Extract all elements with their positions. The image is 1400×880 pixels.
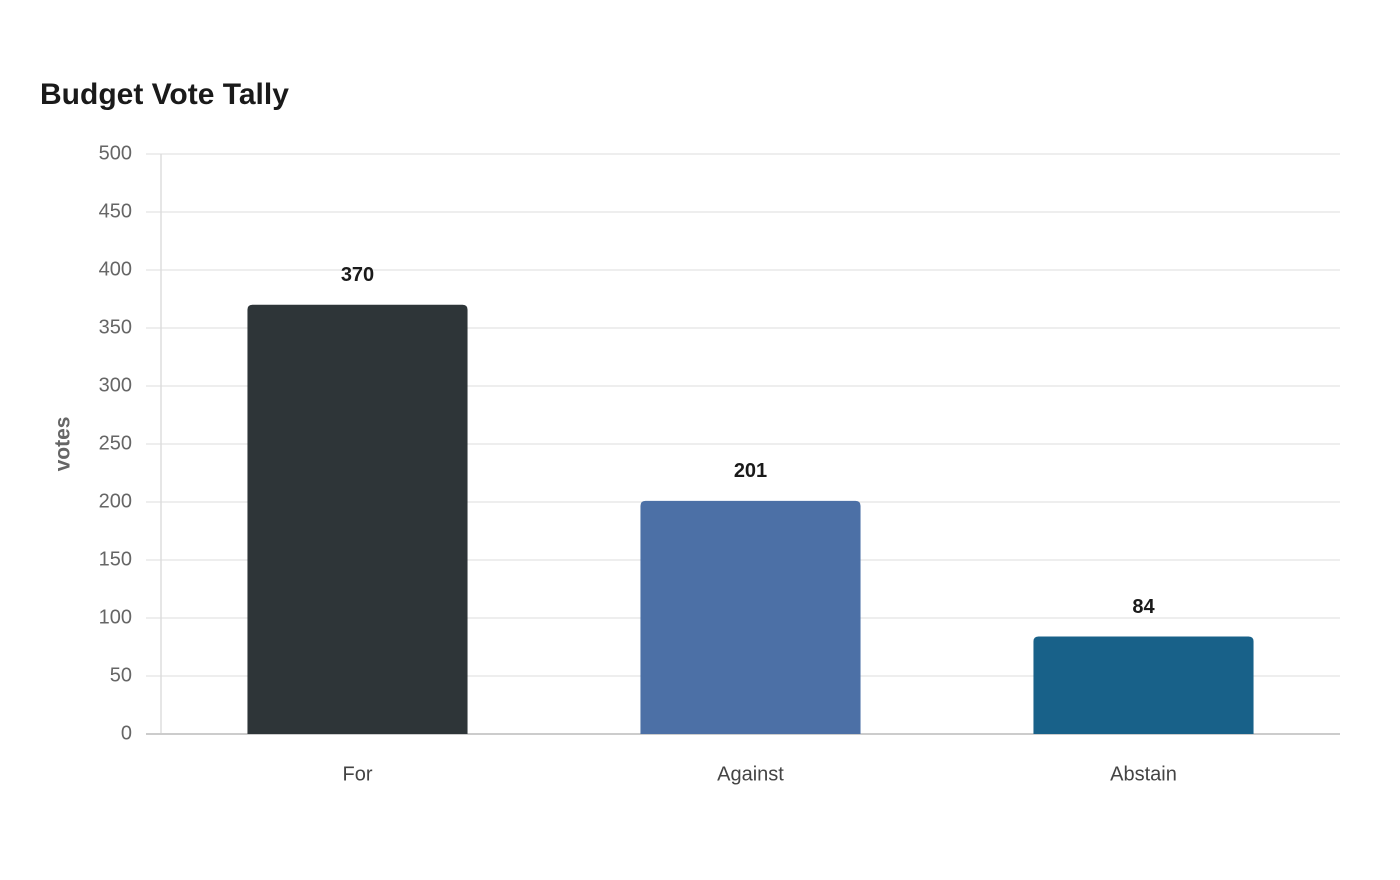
x-tick-label: Abstain	[1110, 763, 1177, 785]
chart-title: Budget Vote Tally	[40, 78, 289, 111]
y-tick-label: 50	[110, 664, 132, 686]
bar	[640, 500, 861, 734]
y-tick-label: 0	[121, 722, 132, 744]
y-tick-label: 150	[99, 548, 132, 570]
y-tick-label: 450	[99, 200, 132, 222]
x-tick-label: Against	[717, 763, 784, 785]
y-tick-label: 300	[99, 374, 132, 396]
bar	[1033, 636, 1254, 734]
y-tick-label: 400	[99, 258, 132, 280]
y-axis-label: votes	[52, 417, 75, 472]
y-tick-label: 200	[99, 490, 132, 512]
x-tick-label: For	[343, 763, 373, 785]
y-tick-label: 100	[99, 606, 132, 628]
bar	[247, 304, 468, 734]
y-tick-label: 500	[99, 142, 132, 164]
value-label: 84	[1132, 596, 1155, 618]
y-tick-label: 250	[99, 432, 132, 454]
y-tick-label: 350	[99, 316, 132, 338]
value-label: 370	[341, 264, 374, 286]
value-label: 201	[734, 460, 767, 482]
